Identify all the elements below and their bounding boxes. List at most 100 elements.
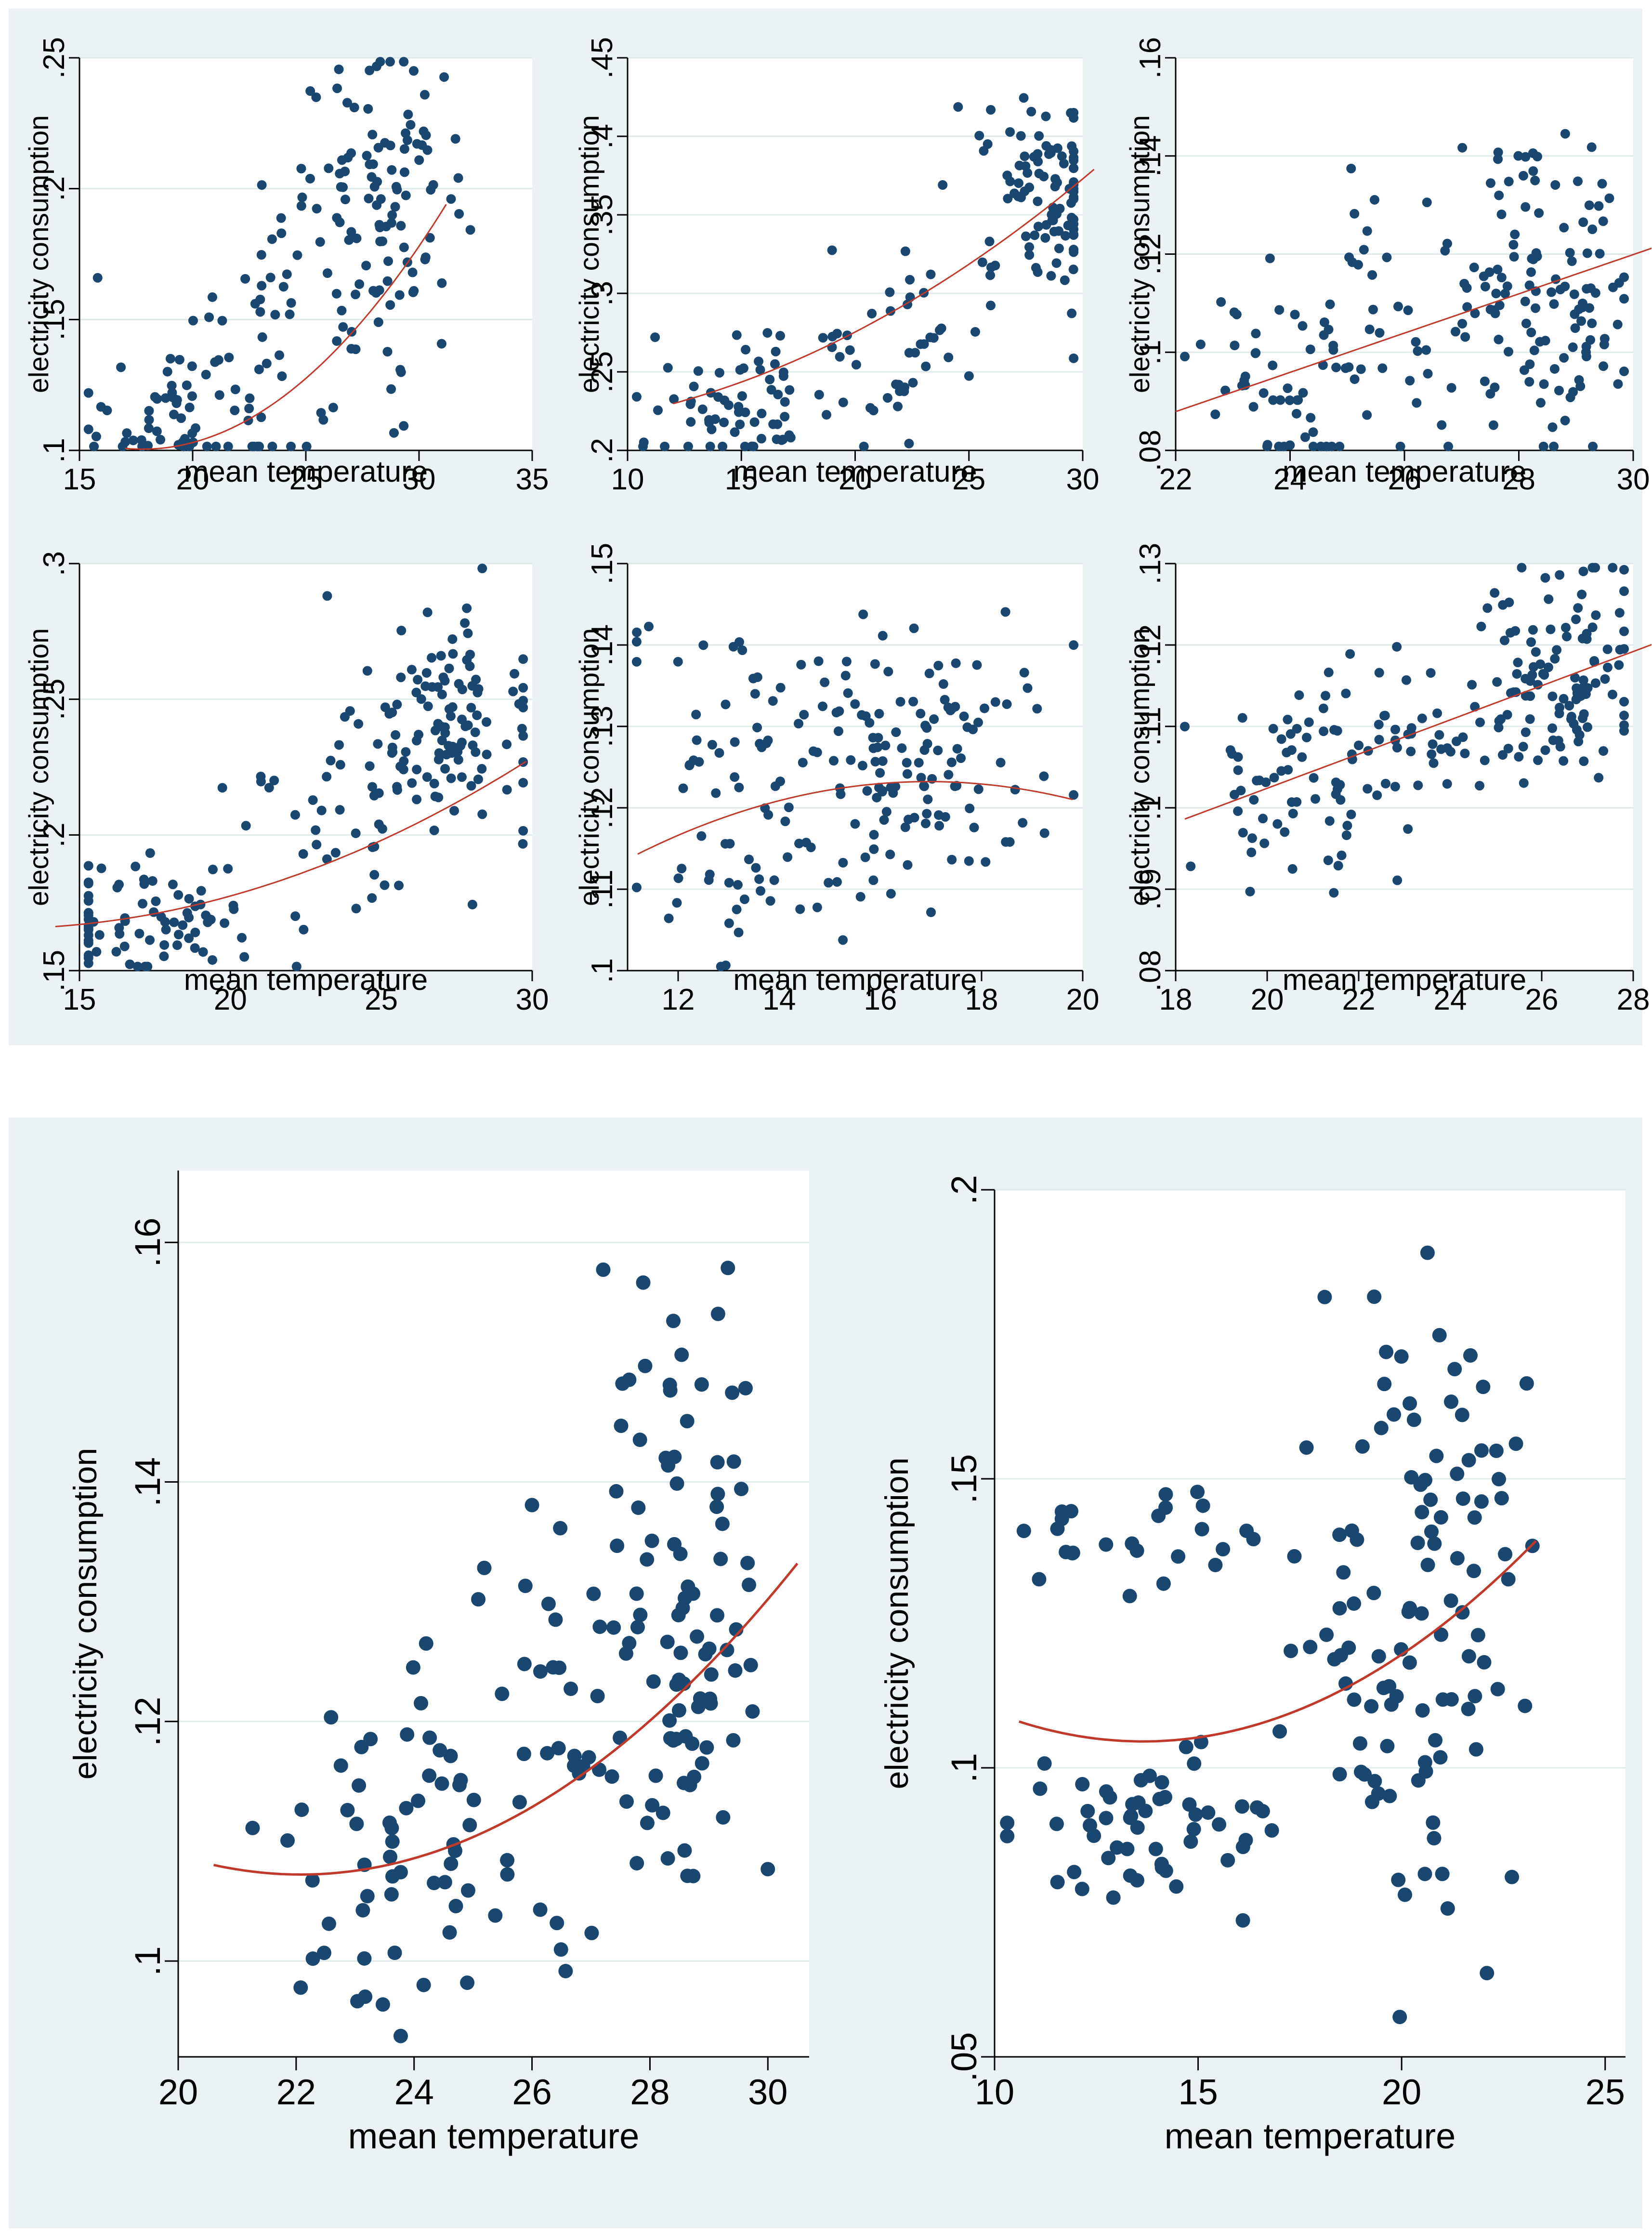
plot-area (79, 58, 532, 450)
data-point (685, 399, 695, 409)
data-point (312, 204, 322, 214)
data-point (1468, 1689, 1482, 1704)
data-point (1450, 1466, 1465, 1481)
data-point (1230, 341, 1240, 351)
data-point (439, 72, 449, 82)
data-point (1050, 1521, 1065, 1536)
data-point (673, 1645, 688, 1660)
data-point (822, 410, 832, 420)
data-point (83, 896, 93, 906)
data-point (457, 772, 467, 782)
data-point (1411, 337, 1421, 347)
data-point (382, 347, 393, 357)
data-point (633, 1607, 648, 1622)
data-point (316, 805, 327, 816)
scatter-points (83, 564, 528, 972)
data-point (1347, 749, 1357, 759)
data-point (1040, 233, 1050, 243)
data-point (1179, 1739, 1193, 1754)
data-point (709, 1500, 724, 1514)
data-point (1046, 271, 1056, 281)
x-tick-label: 20 (1066, 983, 1100, 1016)
data-point (1345, 649, 1355, 659)
data-point (934, 821, 944, 831)
data-point (914, 758, 924, 768)
data-point (1371, 1786, 1386, 1801)
data-point (1283, 383, 1293, 393)
x-tick-label: 20 (839, 463, 872, 496)
data-point (693, 366, 703, 376)
data-point (396, 221, 406, 231)
data-point (1568, 342, 1578, 352)
data-point (1368, 304, 1378, 315)
data-point (1021, 161, 1031, 171)
data-point (1317, 1290, 1332, 1304)
data-point (985, 270, 996, 280)
data-point (83, 424, 93, 434)
data-point (1619, 644, 1629, 654)
data-point (115, 929, 125, 939)
data-point (402, 135, 412, 145)
data-point (964, 371, 974, 381)
data-point (448, 1898, 463, 1913)
data-point (1460, 749, 1470, 759)
x-tick-label: 14 (763, 983, 796, 1016)
data-point (1496, 210, 1507, 220)
data-point (162, 367, 172, 377)
data-point (662, 1713, 677, 1728)
data-point (1268, 360, 1278, 370)
data-point (420, 90, 430, 100)
data-point (1152, 1791, 1167, 1806)
data-point (1336, 795, 1346, 805)
data-point (795, 904, 805, 914)
data-point (345, 706, 355, 716)
data-point (1087, 1828, 1101, 1843)
data-point (677, 864, 687, 874)
data-point (1539, 379, 1549, 389)
data-point (1329, 888, 1339, 898)
data-point (950, 781, 960, 791)
data-point (433, 754, 444, 764)
data-point (1401, 675, 1411, 685)
data-point (1331, 777, 1341, 788)
data-point (1276, 766, 1286, 776)
data-point (112, 882, 122, 893)
data-point (1374, 668, 1384, 678)
data-point (891, 379, 901, 389)
data-point (159, 951, 169, 961)
data-point (396, 672, 406, 683)
data-point (518, 777, 528, 788)
data-point (1272, 819, 1283, 829)
data-point (453, 173, 463, 183)
data-point (1048, 215, 1058, 225)
data-point (1504, 347, 1514, 357)
data-point (1059, 158, 1069, 169)
data-point (1613, 319, 1623, 329)
data-point (981, 857, 991, 867)
data-point (879, 815, 889, 825)
data-point (1016, 131, 1026, 141)
data-point (1422, 197, 1432, 208)
data-point (644, 621, 654, 632)
data-point (152, 426, 162, 436)
data-point (714, 748, 724, 758)
data-point (694, 1377, 709, 1392)
data-point (265, 273, 275, 283)
data-point (1540, 745, 1550, 755)
data-point (801, 838, 811, 848)
x-tick-label: 28 (1502, 463, 1535, 496)
data-point (367, 893, 377, 903)
data-point (1455, 1408, 1469, 1422)
data-point (1570, 323, 1580, 333)
data-point (757, 408, 767, 419)
data-point (650, 332, 660, 342)
y-tick-label: .35 (586, 194, 619, 236)
x-tick-label: 15 (63, 463, 96, 496)
x-tick-label: 20 (214, 983, 247, 1016)
data-point (773, 390, 783, 400)
data-point (938, 679, 948, 689)
data-point (919, 781, 929, 791)
data-point (1285, 395, 1295, 405)
data-point (1591, 610, 1601, 620)
data-point (1417, 1867, 1432, 1882)
